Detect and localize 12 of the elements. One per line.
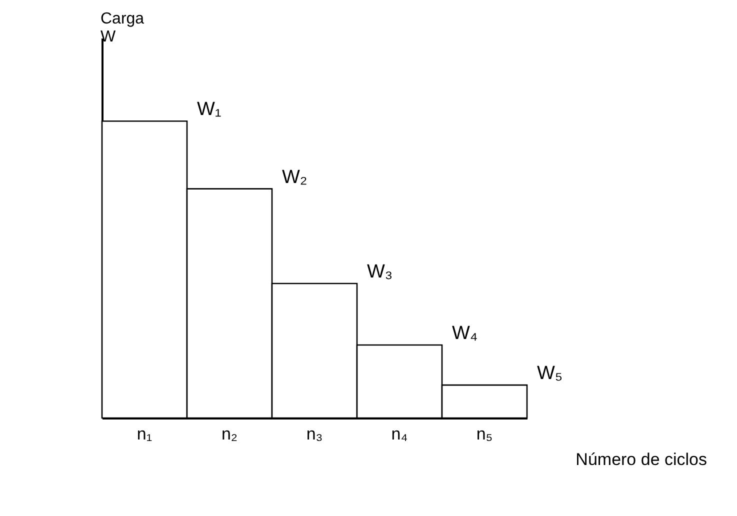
x-tick-label: n₁ [136, 424, 152, 444]
y-axis-title: Carga W [100, 10, 144, 46]
annotation: W₁ [197, 99, 222, 120]
annotation: W₅ [537, 363, 563, 384]
x-tick-label: n₃ [306, 424, 323, 444]
x-tick-label: n₂ [221, 424, 238, 444]
annotation: W₂ [282, 166, 308, 188]
annotation: W₄ [452, 322, 478, 344]
annotation: W₃ [367, 262, 393, 283]
x-tick-label: n₅ [476, 424, 493, 444]
x-axis-title: Número de ciclos [576, 450, 707, 469]
x-tick-label: n₄ [391, 424, 408, 444]
